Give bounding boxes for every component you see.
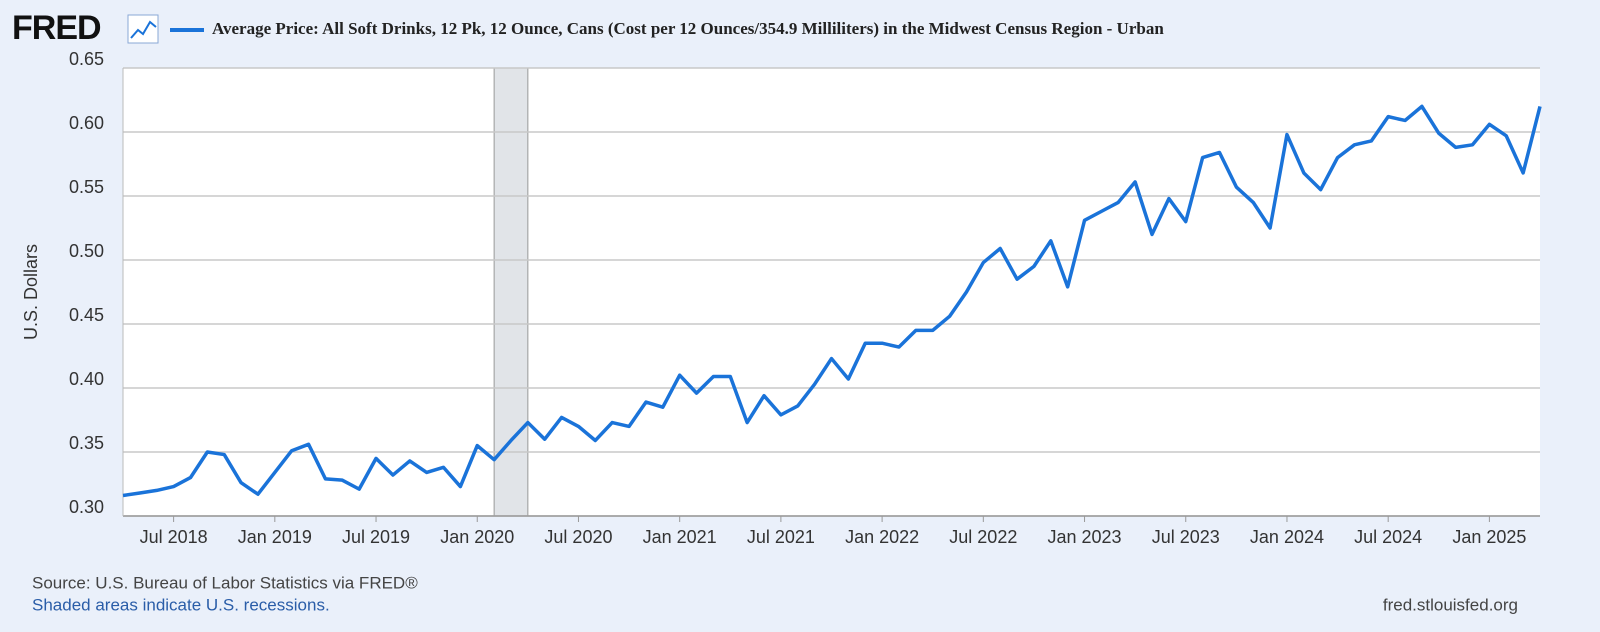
x-tick-label: Jul 2023 <box>1152 527 1220 547</box>
y-tick-label: 0.45 <box>69 305 104 325</box>
y-tick-label: 0.65 <box>69 49 104 69</box>
y-tick-label: 0.40 <box>69 369 104 389</box>
recession-note: Shaded areas indicate U.S. recessions. <box>32 595 330 614</box>
plot-area <box>123 68 1540 516</box>
x-tick-label: Jul 2024 <box>1354 527 1422 547</box>
y-tick-label: 0.55 <box>69 177 104 197</box>
x-tick-label: Jul 2019 <box>342 527 410 547</box>
x-tick-label: Jan 2025 <box>1452 527 1526 547</box>
y-axis-label: U.S. Dollars <box>21 244 41 340</box>
source: Source: U.S. Bureau of Labor Statistics … <box>32 573 418 592</box>
x-tick-label: Jul 2021 <box>747 527 815 547</box>
x-tick-label: Jan 2022 <box>845 527 919 547</box>
x-tick-label: Jan 2020 <box>440 527 514 547</box>
x-tick-label: Jul 2020 <box>544 527 612 547</box>
legend-title: Average Price: All Soft Drinks, 12 Pk, 1… <box>212 19 1164 38</box>
site: fred.stlouisfed.org <box>1383 595 1518 614</box>
y-tick-label: 0.50 <box>69 241 104 261</box>
logo-icon <box>127 14 159 44</box>
y-tick-label: 0.60 <box>69 113 104 133</box>
series-line <box>122 104 1542 498</box>
x-tick-label: Jul 2018 <box>140 527 208 547</box>
y-tick-label: 0.35 <box>69 433 104 453</box>
x-tick-label: Jul 2022 <box>949 527 1017 547</box>
x-tick-label: Jan 2024 <box>1250 527 1324 547</box>
y-tick-label: 0.30 <box>69 497 104 517</box>
x-tick-label: Jan 2021 <box>643 527 717 547</box>
logo: FRED <box>12 9 101 47</box>
x-tick-label: Jan 2019 <box>238 527 312 547</box>
x-tick-label: Jan 2023 <box>1047 527 1121 547</box>
recession-shade <box>493 67 529 517</box>
